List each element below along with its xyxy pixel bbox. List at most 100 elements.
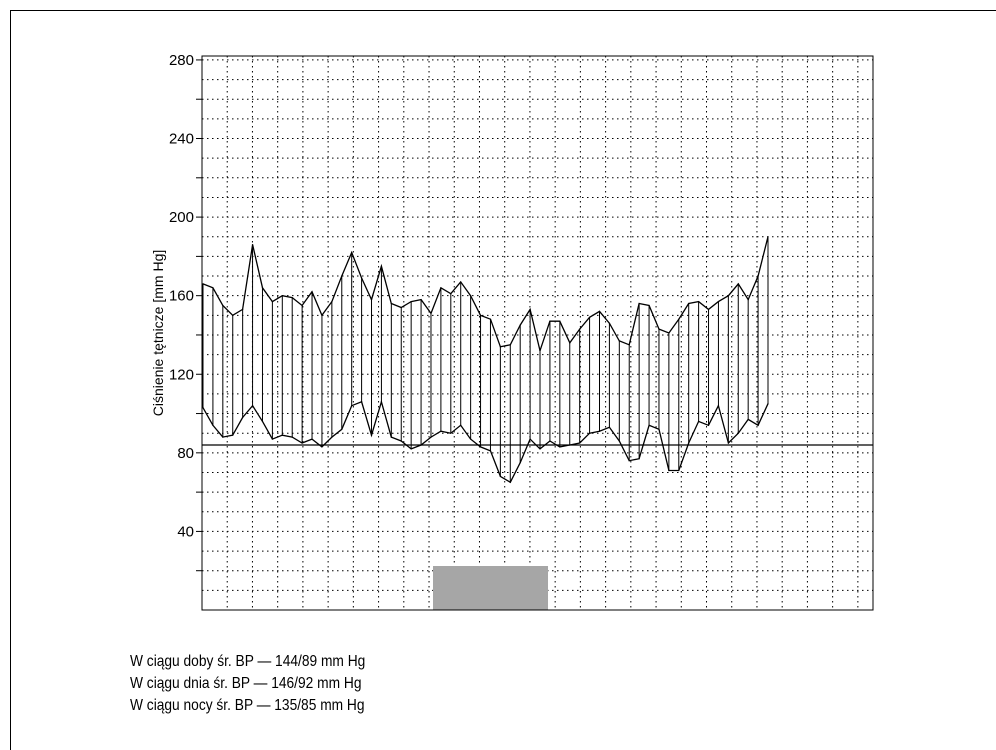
point-systolic: [767, 236, 769, 238]
point-diastolic: [628, 460, 630, 462]
point-diastolic: [747, 418, 749, 421]
point-diastolic: [648, 424, 650, 426]
point-systolic: [489, 318, 492, 320]
y-tick-label: 200: [169, 209, 194, 226]
point-systolic: [440, 287, 442, 289]
point-diastolic: [331, 436, 333, 438]
statistics-summary: W ciągu doby śr. BP — 144/89 mm Hg W cią…: [130, 651, 404, 717]
blood-pressure-chart: 40 80 120 160 200 240 280 Ciśnienie tętnicze […: [150, 52, 874, 611]
point-diastolic: [460, 424, 462, 426]
point-diastolic: [430, 436, 432, 438]
plot-area: [201, 55, 874, 611]
point-diastolic: [499, 475, 501, 478]
point-diastolic: [341, 428, 343, 430]
point-diastolic: [400, 440, 402, 442]
point-diastolic: [559, 446, 561, 448]
point-diastolic: [271, 438, 273, 440]
point-systolic: [202, 283, 204, 285]
point-diastolic: [767, 403, 769, 405]
point-diastolic: [311, 438, 313, 440]
point-diastolic: [212, 424, 214, 426]
point-diastolic: [360, 401, 363, 403]
point-diastolic: [717, 405, 720, 407]
point-systolic: [301, 304, 303, 307]
point-diastolic: [301, 442, 303, 444]
point-systolic: [261, 287, 264, 289]
point-diastolic: [668, 469, 670, 472]
point-systolic: [579, 328, 581, 330]
y-tick-label: 120: [169, 366, 194, 383]
point-diastolic: [509, 481, 511, 483]
point-systolic: [539, 350, 541, 352]
point-systolic: [529, 308, 531, 311]
point-diastolic: [370, 434, 373, 436]
chart-grid: [202, 56, 873, 610]
report-frame: [10, 10, 996, 750]
point-diastolic: [380, 401, 383, 403]
point-diastolic: [579, 442, 581, 444]
point-diastolic: [529, 438, 531, 440]
y-tick-label: 240: [169, 131, 194, 148]
point-systolic: [311, 291, 313, 293]
point-diastolic: [549, 440, 551, 442]
point-diastolic: [678, 469, 680, 472]
point-systolic: [707, 308, 710, 311]
point-systolic: [251, 243, 254, 246]
point-systolic: [360, 277, 363, 279]
point-systolic: [232, 314, 234, 316]
point-systolic: [757, 275, 759, 277]
point-diastolic: [479, 446, 482, 448]
series-systolic: [202, 236, 769, 354]
point-systolic: [380, 265, 383, 267]
point-systolic: [549, 320, 551, 322]
y-tick-label: 160: [169, 288, 194, 305]
point-systolic: [222, 304, 224, 307]
point-diastolic: [707, 424, 710, 426]
point-systolic: [618, 340, 620, 342]
point-diastolic: [202, 407, 204, 409]
point-systolic: [638, 302, 640, 305]
point-diastolic: [638, 458, 640, 460]
point-diastolic: [698, 420, 700, 423]
point-systolic: [747, 299, 749, 301]
stat-24h: W ciągu doby śr. BP — 144/89 mm Hg: [130, 653, 366, 670]
point-systolic: [569, 342, 571, 344]
night-band: [432, 566, 549, 610]
point-systolic: [450, 293, 452, 295]
point-diastolic: [688, 442, 690, 444]
stat-day: W ciągu dnia śr. BP — 146/92 mm Hg: [130, 675, 362, 692]
point-systolic: [559, 320, 561, 322]
point-diastolic: [727, 442, 729, 444]
point-systolic: [470, 295, 472, 297]
point-systolic: [479, 314, 482, 316]
point-diastolic: [598, 430, 601, 432]
point-systolic: [390, 302, 392, 305]
y-axis: 40 80 120 160 200 240 280: [169, 52, 202, 572]
point-systolic: [351, 251, 353, 254]
point-diastolic: [281, 434, 283, 436]
point-diastolic: [539, 448, 541, 450]
point-diastolic: [351, 405, 353, 407]
point-systolic: [370, 299, 373, 301]
point-systolic: [420, 299, 422, 301]
point-systolic: [648, 304, 650, 307]
point-systolic: [698, 300, 700, 303]
point-diastolic: [242, 416, 244, 419]
point-systolic: [271, 300, 273, 303]
y-tick-label: 40: [177, 523, 194, 540]
point-systolic: [717, 300, 720, 303]
point-diastolic: [321, 446, 323, 448]
point-diastolic: [232, 434, 234, 436]
point-diastolic: [450, 432, 452, 434]
point-diastolic: [588, 432, 591, 434]
series-diastolic: [202, 399, 769, 484]
point-diastolic: [757, 424, 759, 426]
point-diastolic: [222, 436, 224, 438]
point-systolic: [588, 316, 591, 318]
point-systolic: [400, 306, 402, 309]
point-diastolic: [261, 420, 264, 423]
point-systolic: [509, 344, 511, 346]
point-diastolic: [608, 426, 611, 428]
point-diastolic: [390, 436, 392, 438]
point-systolic: [460, 281, 462, 283]
